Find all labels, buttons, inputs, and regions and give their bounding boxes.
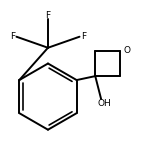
Text: OH: OH [97, 99, 111, 108]
Text: O: O [123, 46, 130, 55]
Text: F: F [10, 32, 15, 41]
Text: F: F [45, 11, 51, 20]
Text: F: F [81, 32, 86, 41]
